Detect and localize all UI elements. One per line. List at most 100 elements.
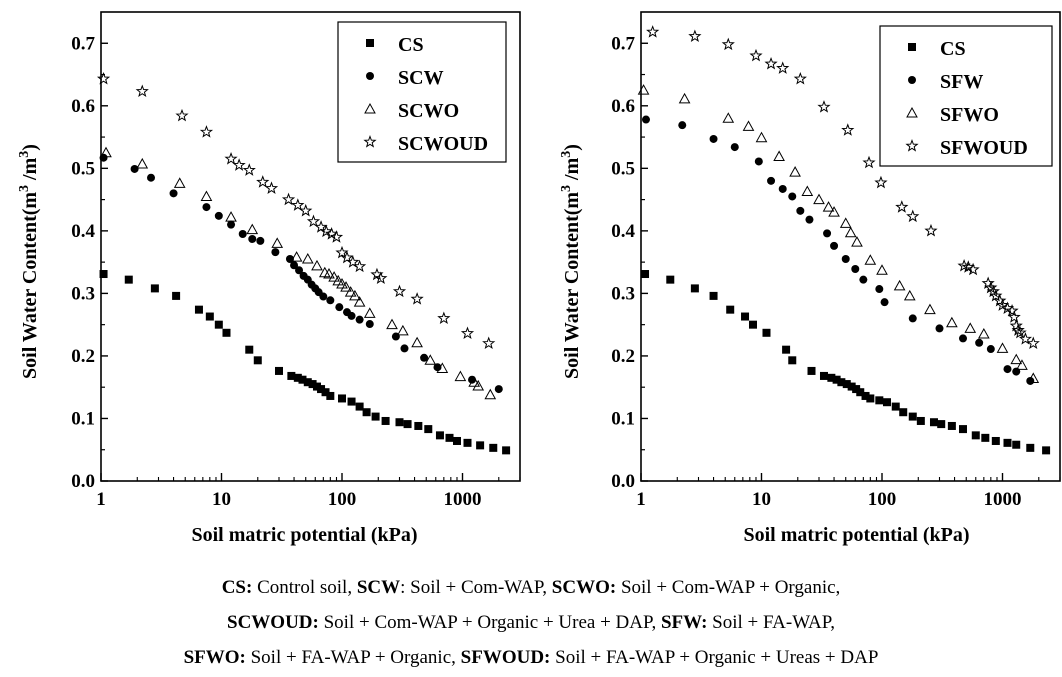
data-point xyxy=(336,277,348,289)
data-point xyxy=(400,344,409,353)
data-point xyxy=(173,177,186,188)
data-point xyxy=(709,291,718,300)
data-point xyxy=(796,206,805,215)
data-point xyxy=(347,397,356,406)
data-point xyxy=(344,286,357,297)
data-point xyxy=(1012,367,1021,376)
x-tick-label: 1 xyxy=(96,489,106,510)
data-point xyxy=(489,443,498,452)
data-point xyxy=(851,265,860,274)
data-point xyxy=(721,37,735,51)
x-axis-title: Soil matric potential (kPa) xyxy=(191,524,417,546)
y-tick-label: 0.7 xyxy=(71,33,95,54)
data-point xyxy=(317,385,326,394)
data-point xyxy=(958,334,967,343)
data-point xyxy=(147,173,156,182)
legend-box xyxy=(337,21,507,163)
data-point xyxy=(730,143,739,152)
data-point xyxy=(452,436,461,445)
data-point xyxy=(353,296,366,307)
data-point xyxy=(484,388,497,400)
data-point xyxy=(319,224,333,238)
data-point xyxy=(749,48,763,62)
data-point xyxy=(801,185,814,196)
data-point xyxy=(271,248,280,257)
y-tick-label: 0.7 xyxy=(611,33,635,54)
data-point xyxy=(445,433,454,442)
data-point xyxy=(494,385,503,394)
data-point xyxy=(290,261,299,270)
legend-marker xyxy=(908,76,916,84)
data-point xyxy=(355,402,364,411)
legend-label: SCWOUD xyxy=(398,133,488,155)
data-point xyxy=(1011,323,1025,336)
y-tick-label: 0.1 xyxy=(611,408,635,429)
caption-abbreviation: CS: xyxy=(221,577,253,598)
data-point xyxy=(830,241,839,250)
data-point xyxy=(130,164,139,173)
data-point xyxy=(214,320,223,329)
data-point xyxy=(482,336,496,350)
data-point xyxy=(916,416,925,425)
y-tick-label: 0.4 xyxy=(611,221,635,242)
data-point xyxy=(245,345,254,354)
legend-label: SFWOUD xyxy=(940,137,1028,159)
data-point xyxy=(238,229,247,238)
data-point xyxy=(709,134,718,143)
data-point xyxy=(861,391,870,400)
data-point xyxy=(135,84,149,98)
data-point xyxy=(303,378,312,387)
data-point xyxy=(1042,446,1051,455)
data-point xyxy=(287,371,296,380)
data-point xyxy=(839,217,852,228)
caption-line-1: CS: Control soil, SCW: Soil + Com-WAP, S… xyxy=(0,570,1062,605)
caption-abbreviation: SFWO: xyxy=(183,647,246,668)
figure: 0.0 0.1 0.2 0.3 0.4 0.5 0.6 0.7 1 10 100 1000 Soil m… xyxy=(17,11,1061,546)
legend-marker xyxy=(364,102,376,114)
data-point xyxy=(837,378,846,387)
data-point xyxy=(637,84,650,95)
data-point xyxy=(381,416,390,425)
data-point xyxy=(454,370,467,382)
data-point xyxy=(321,388,330,397)
data-point xyxy=(225,211,237,222)
data-point xyxy=(424,425,433,434)
legend-label: CS xyxy=(940,38,966,60)
data-point xyxy=(891,402,900,411)
data-point xyxy=(641,270,650,279)
data-point xyxy=(386,318,398,330)
data-point xyxy=(329,230,344,243)
caption-text: Soil + Com-WAP + Organic, xyxy=(616,577,841,598)
data-point xyxy=(893,279,906,291)
caption-abbreviation: SCW xyxy=(356,577,401,598)
data-point xyxy=(328,271,340,282)
y-tick-label: 0.1 xyxy=(71,408,95,429)
data-point xyxy=(340,281,352,292)
y-tick-label: 0.6 xyxy=(611,96,635,117)
data-point xyxy=(374,271,388,285)
data-point xyxy=(224,152,238,165)
data-point xyxy=(844,226,857,238)
legend-marker xyxy=(905,139,919,152)
caption-text: : Soil + Com-WAP, xyxy=(400,577,552,598)
plot-frame xyxy=(640,11,1061,482)
caption-text: Soil + FA-WAP + Organic + Ureas + DAP xyxy=(550,647,879,668)
data-point xyxy=(908,412,917,421)
data-point xyxy=(678,92,691,104)
data-point xyxy=(414,421,423,430)
data-point xyxy=(326,296,335,305)
data-point xyxy=(859,275,868,284)
data-point xyxy=(410,292,424,305)
data-point xyxy=(726,305,735,314)
data-point xyxy=(847,382,856,391)
data-point xyxy=(817,100,831,113)
legend-marker xyxy=(366,72,374,80)
x-tick-label: 10 xyxy=(212,489,231,510)
data-point xyxy=(778,184,787,193)
data-point xyxy=(966,262,980,276)
data-point xyxy=(646,25,660,38)
series-cs xyxy=(641,270,1051,455)
data-point xyxy=(899,408,908,417)
data-point xyxy=(924,303,936,315)
data-point xyxy=(986,345,995,354)
